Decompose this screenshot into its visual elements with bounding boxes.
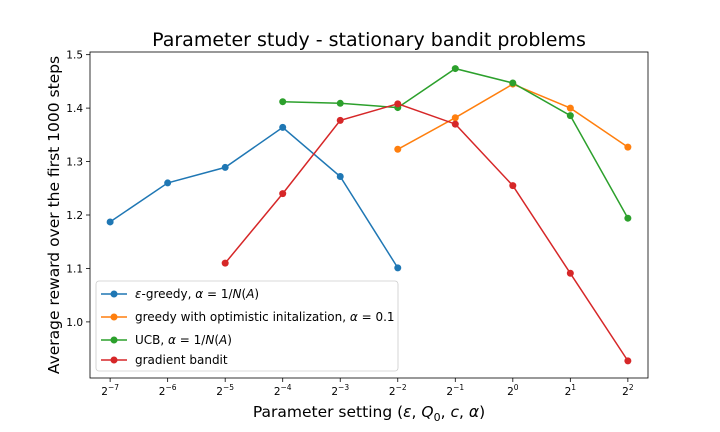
data-point-greedy-optimistic	[451, 114, 459, 122]
x-tick-label: 2−1	[446, 383, 464, 398]
data-point-greedy-optimistic	[566, 104, 574, 112]
y-tick-label: 1.4	[66, 103, 83, 115]
legend-label-epsilon-greedy: ε-greedy, α = 1/N(A)	[135, 287, 259, 301]
data-point-gradient-bandit	[336, 116, 344, 124]
legend-box	[95, 280, 399, 372]
legend-label-ucb: UCB, α = 1/N(A)	[135, 333, 232, 347]
data-point-epsilon-greedy	[394, 264, 402, 272]
y-tick-label: 1.5	[66, 50, 83, 62]
x-tick-label: 22	[622, 383, 634, 398]
data-point-epsilon-greedy	[106, 218, 114, 226]
x-tick-label: 2−5	[216, 383, 234, 398]
legend-marker-greedy-optimistic	[110, 313, 118, 321]
data-point-greedy-optimistic	[624, 143, 632, 151]
data-point-ucb	[566, 112, 574, 120]
legend: ε-greedy, α = 1/N(A) greedy with optimis…	[95, 280, 399, 372]
y-axis-label: Average reward over the first 1000 steps	[45, 56, 63, 374]
y-tick-label: 1.2	[66, 210, 83, 222]
data-point-ucb	[624, 214, 632, 222]
data-point-greedy-optimistic	[394, 145, 402, 153]
x-tick-label: 2−3	[331, 383, 349, 398]
y-tick-label: 1.0	[66, 317, 83, 329]
data-point-ucb	[336, 99, 344, 107]
data-point-epsilon-greedy	[336, 173, 344, 181]
data-point-gradient-bandit	[279, 190, 287, 198]
y-tick-label: 1.1	[66, 263, 83, 275]
data-point-gradient-bandit	[624, 357, 632, 365]
x-tick-label: 20	[507, 383, 519, 398]
data-point-gradient-bandit	[394, 100, 402, 108]
legend-marker-epsilon-greedy	[110, 290, 118, 298]
series-line-epsilon-greedy	[109, 126, 399, 269]
legend-label-gradient-bandit: gradient bandit	[135, 353, 228, 367]
series-line-gradient-bandit	[224, 103, 629, 362]
axis-ticks: 2−7 2−6 2−5 2−4 2−3 2−2 2−1 20 21 22 1.0 1.1 1.2 1.3 1…	[66, 50, 634, 398]
x-tick-label: 2−2	[389, 383, 407, 398]
y-tick-label: 1.3	[66, 157, 83, 169]
chart-title: Parameter study - stationary bandit prob…	[152, 29, 586, 51]
x-axis-label: Parameter setting (ε, Q0, c, α)	[253, 403, 485, 424]
data-point-epsilon-greedy	[164, 179, 172, 187]
data-point-ucb	[509, 79, 517, 87]
legend-marker-gradient-bandit	[110, 356, 118, 364]
data-point-epsilon-greedy	[221, 163, 229, 171]
legend-marker-ucb	[110, 336, 118, 344]
x-tick-label: 21	[565, 383, 577, 398]
data-point-epsilon-greedy	[279, 123, 287, 131]
data-point-gradient-bandit	[221, 259, 229, 267]
x-tick-label: 2−7	[101, 383, 119, 398]
series-points	[106, 65, 632, 365]
data-point-gradient-bandit	[509, 182, 517, 190]
data-point-ucb	[279, 98, 287, 106]
x-tick-label: 2−4	[274, 383, 292, 398]
x-tick-label: 2−6	[159, 383, 177, 398]
legend-label-greedy-optimistic: greedy with optimistic initalization, α …	[135, 310, 395, 324]
data-point-gradient-bandit	[451, 120, 459, 128]
data-point-ucb	[451, 65, 459, 73]
data-point-gradient-bandit	[566, 269, 574, 277]
